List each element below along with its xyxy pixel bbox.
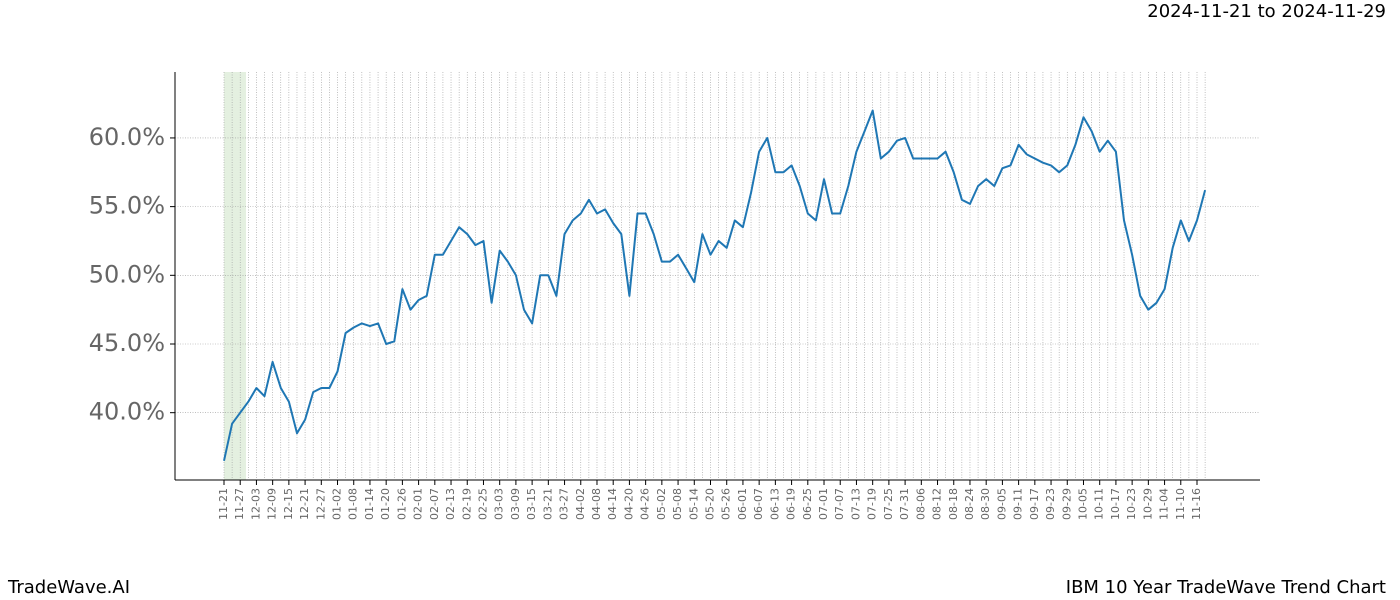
x-tick-label: 10-11 — [1093, 488, 1106, 520]
x-tick-label: 11-16 — [1190, 488, 1203, 520]
grid — [175, 72, 1260, 480]
x-tick-label: 12-09 — [266, 488, 279, 520]
x-tick-label: 03-27 — [558, 488, 571, 520]
x-tick-label: 08-06 — [914, 488, 927, 520]
plot — [223, 109, 1207, 462]
x-tick-label: 08-18 — [947, 488, 960, 520]
x-tick-label: 12-27 — [314, 488, 327, 520]
x-tick-label: 01-14 — [363, 488, 376, 520]
x-tick-label: 08-24 — [963, 488, 976, 520]
x-tick-label: 08-30 — [979, 488, 992, 520]
x-tick-label: 05-02 — [655, 488, 668, 520]
x-tick-label: 07-25 — [882, 488, 895, 520]
x-tick-label: 06-07 — [752, 488, 765, 520]
y-tick-label: 50.0% — [89, 260, 165, 288]
x-tick-label: 07-01 — [817, 488, 830, 520]
x-tick-label: 10-23 — [1125, 488, 1138, 520]
date-range: 2024-11-21 to 2024-11-29 — [1147, 1, 1386, 22]
x-tick-label: 01-20 — [379, 488, 392, 520]
x-tick-label: 05-08 — [671, 488, 684, 520]
x-tick-label: 06-25 — [801, 488, 814, 520]
x-tick-label: 02-25 — [476, 488, 489, 520]
x-tick-label: 12-21 — [298, 488, 311, 520]
x-tick-label: 09-11 — [1012, 488, 1025, 520]
x-tick-label: 11-04 — [1158, 488, 1171, 520]
x-tick-label: 09-17 — [1028, 488, 1041, 520]
x-tick-label: 11-27 — [233, 488, 246, 520]
x-tick-label: 11-21 — [217, 488, 230, 520]
x-tick-label: 04-08 — [590, 488, 603, 520]
x-tick-label: 01-26 — [395, 488, 408, 520]
x-tick-label: 02-07 — [428, 488, 441, 520]
x-tick-label: 05-14 — [687, 488, 700, 520]
x-tick-label: 03-03 — [493, 488, 506, 520]
x-tick-label: 04-26 — [639, 488, 652, 520]
x-tick-label: 07-31 — [898, 488, 911, 520]
x-tick-label: 08-12 — [931, 488, 944, 520]
x-tick-label: 05-26 — [720, 488, 733, 520]
x-tick-label: 06-13 — [768, 488, 781, 520]
x-tick-label: 07-19 — [866, 488, 879, 520]
x-tick-label: 07-13 — [849, 488, 862, 520]
x-tick-label: 07-07 — [833, 488, 846, 520]
x-tick-label: 09-23 — [1044, 488, 1057, 520]
trend-line — [223, 109, 1207, 462]
x-tick-label: 06-19 — [785, 488, 798, 520]
x-tick-label: 03-21 — [541, 488, 554, 520]
x-tick-label: 02-19 — [460, 488, 473, 520]
x-tick-label: 01-02 — [331, 488, 344, 520]
x-tick-label: 11-10 — [1174, 488, 1187, 520]
brand: TradeWave.AI — [7, 577, 130, 598]
x-tick-label: 10-17 — [1109, 488, 1122, 520]
x-tick-label: 04-14 — [606, 488, 619, 520]
x-tick-label: 09-05 — [995, 488, 1008, 520]
x-tick-label: 12-03 — [249, 488, 262, 520]
x-tick-label: 10-29 — [1141, 488, 1154, 520]
x-tick-label: 05-20 — [704, 488, 717, 520]
x-tick-label: 09-29 — [1060, 488, 1073, 520]
x-tick-label: 03-09 — [509, 488, 522, 520]
y-tick-label: 40.0% — [89, 398, 165, 426]
x-tick-label: 02-01 — [412, 488, 425, 520]
chart-title: IBM 10 Year TradeWave Trend Chart — [1066, 577, 1386, 598]
x-tick-label: 06-01 — [736, 488, 749, 520]
x-tick-label: 12-15 — [282, 488, 295, 520]
x-tick-label: 01-08 — [347, 488, 360, 520]
y-tick-label: 60.0% — [89, 123, 165, 151]
x-tick-label: 04-02 — [574, 488, 587, 520]
y-tick-label: 45.0% — [89, 329, 165, 357]
x-tick-label: 02-13 — [444, 488, 457, 520]
x-tick-label: 10-05 — [1076, 488, 1089, 520]
x-tick-label: 04-20 — [622, 488, 635, 520]
y-tick-label: 55.0% — [89, 192, 165, 220]
x-tick-label: 03-15 — [525, 488, 538, 520]
